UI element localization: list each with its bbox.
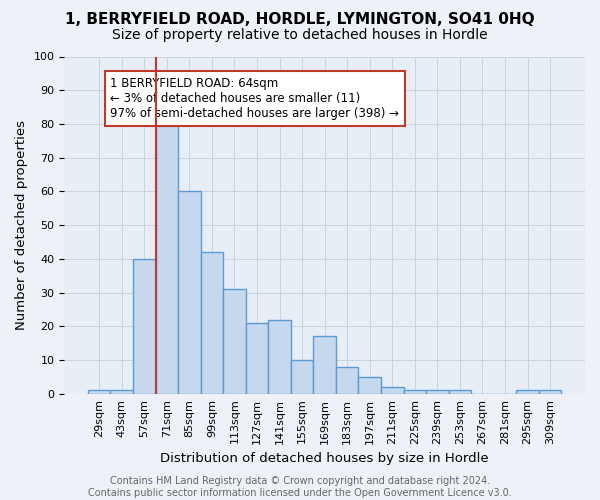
Bar (313, 336, 336, 394)
Bar (155, 117, 178, 394)
Bar (291, 360, 313, 394)
Bar (381, 387, 404, 394)
Bar (133, 259, 155, 394)
Bar (404, 390, 426, 394)
Text: Contains HM Land Registry data © Crown copyright and database right 2024.
Contai: Contains HM Land Registry data © Crown c… (88, 476, 512, 498)
Text: 1, BERRYFIELD ROAD, HORDLE, LYMINGTON, SO41 0HQ: 1, BERRYFIELD ROAD, HORDLE, LYMINGTON, S… (65, 12, 535, 28)
Bar (539, 390, 562, 394)
Bar (426, 390, 449, 394)
Bar (178, 192, 200, 394)
Bar (449, 390, 471, 394)
Bar (88, 390, 110, 394)
Bar (358, 377, 381, 394)
Bar (110, 390, 133, 394)
Text: Size of property relative to detached houses in Hordle: Size of property relative to detached ho… (112, 28, 488, 42)
Bar (223, 289, 246, 394)
Bar (336, 367, 358, 394)
Bar (516, 390, 539, 394)
Text: 1 BERRYFIELD ROAD: 64sqm
← 3% of detached houses are smaller (11)
97% of semi-de: 1 BERRYFIELD ROAD: 64sqm ← 3% of detache… (110, 76, 400, 120)
Bar (268, 320, 291, 394)
Bar (246, 323, 268, 394)
Y-axis label: Number of detached properties: Number of detached properties (15, 120, 28, 330)
X-axis label: Distribution of detached houses by size in Hordle: Distribution of detached houses by size … (160, 452, 489, 465)
Bar (200, 252, 223, 394)
